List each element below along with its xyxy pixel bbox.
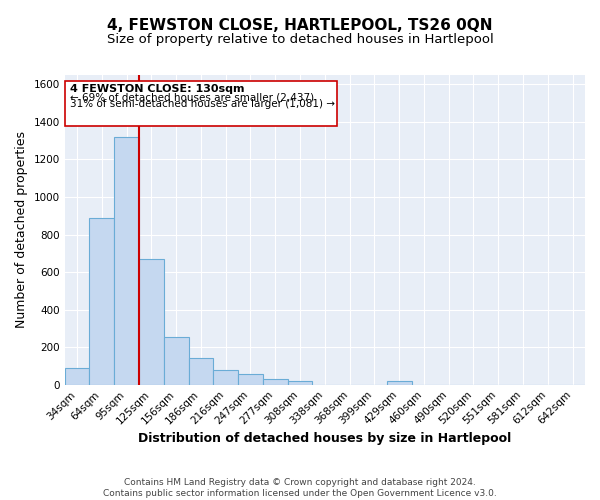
X-axis label: Distribution of detached houses by size in Hartlepool: Distribution of detached houses by size … [138, 432, 511, 445]
Text: ← 69% of detached houses are smaller (2,437): ← 69% of detached houses are smaller (2,… [70, 92, 314, 102]
Text: 31% of semi-detached houses are larger (1,081) →: 31% of semi-detached houses are larger (… [70, 100, 335, 110]
Bar [89, 218, 114, 384]
Bar [214, 370, 238, 384]
Bar [263, 380, 287, 384]
Bar [188, 358, 214, 384]
Bar [65, 368, 89, 384]
Bar [287, 381, 313, 384]
Text: 4, FEWSTON CLOSE, HARTLEPOOL, TS26 0QN: 4, FEWSTON CLOSE, HARTLEPOOL, TS26 0QN [107, 18, 493, 32]
Bar [139, 259, 164, 384]
Bar [387, 382, 412, 384]
FancyBboxPatch shape [65, 80, 337, 126]
Text: Size of property relative to detached houses in Hartlepool: Size of property relative to detached ho… [107, 32, 493, 46]
Y-axis label: Number of detached properties: Number of detached properties [15, 132, 28, 328]
Text: 4 FEWSTON CLOSE: 130sqm: 4 FEWSTON CLOSE: 130sqm [70, 84, 244, 94]
Bar [238, 374, 263, 384]
Text: Contains HM Land Registry data © Crown copyright and database right 2024.
Contai: Contains HM Land Registry data © Crown c… [103, 478, 497, 498]
Bar [164, 338, 188, 384]
Bar [114, 137, 139, 384]
